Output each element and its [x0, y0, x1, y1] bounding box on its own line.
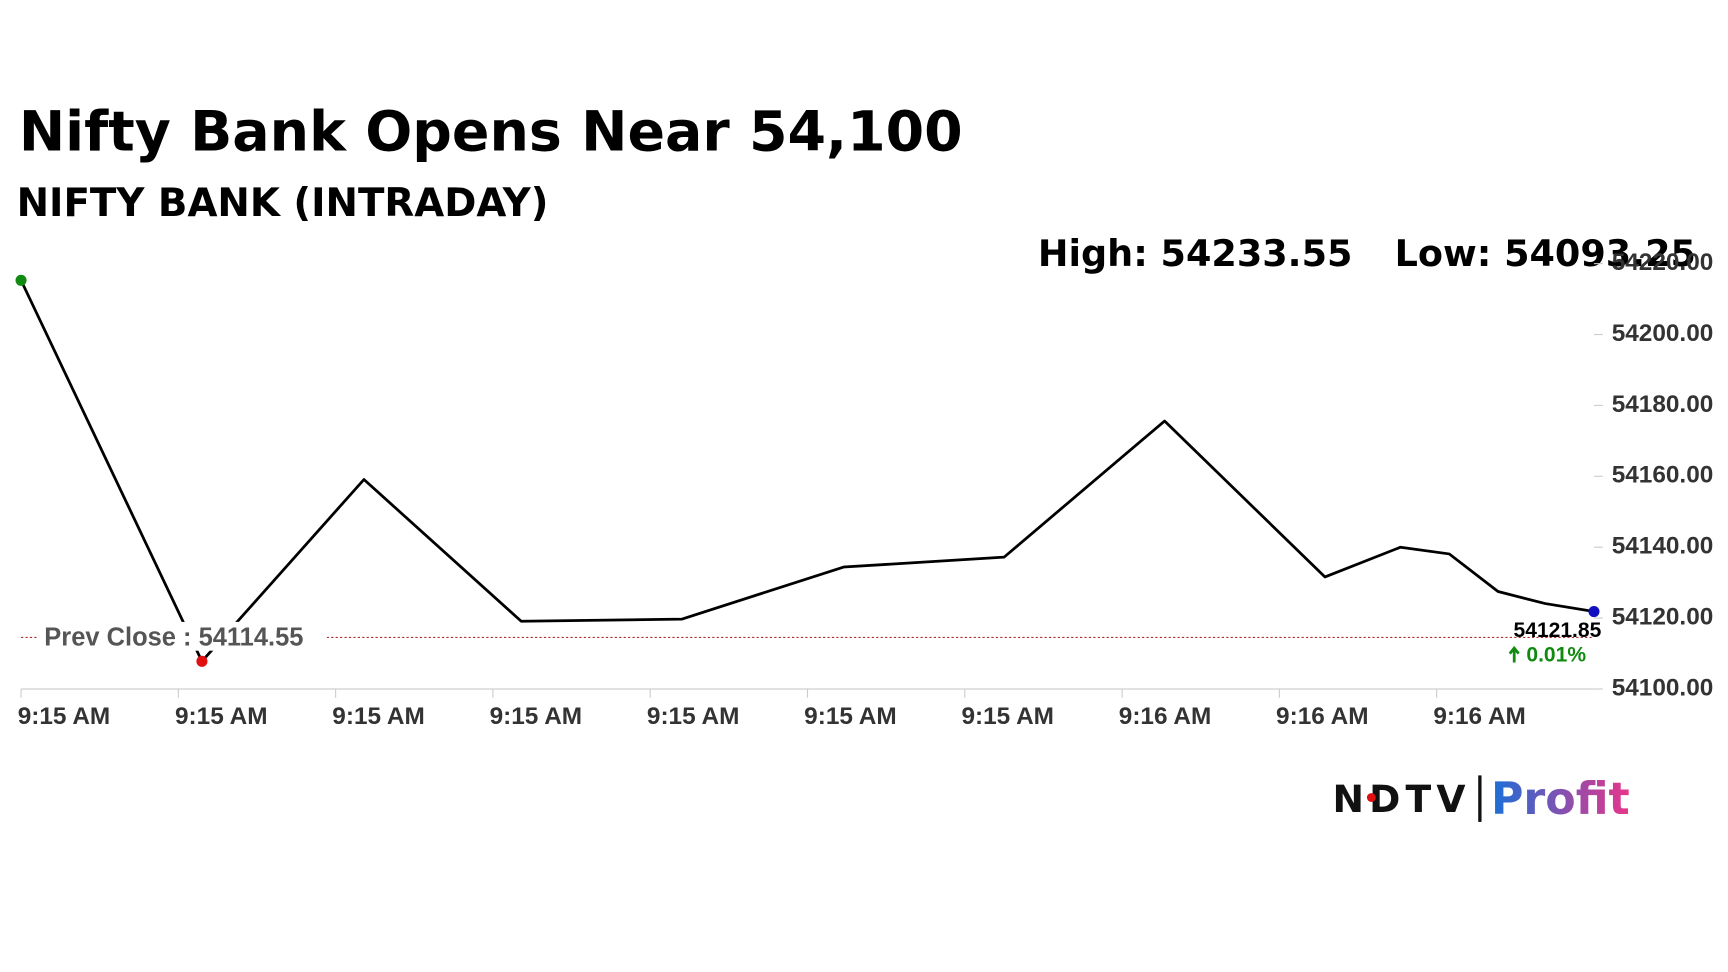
- series-line: [19, 279, 1595, 663]
- x-tick-label: 9:15 AM: [961, 703, 1054, 730]
- logo-ndtv: NDTV: [1333, 777, 1466, 821]
- y-tick-label: 54140.00: [1612, 533, 1714, 560]
- y-tick-label: 54200.00: [1612, 320, 1714, 347]
- low-label: Low: 54093.25: [1395, 232, 1696, 275]
- chart-title: Nifty Bank Opens Near 54,100: [19, 101, 963, 165]
- y-tick-label: 54100.00: [1612, 674, 1714, 701]
- high-label: High: 54233.55: [1038, 232, 1353, 275]
- logo-dot: [1366, 793, 1376, 802]
- prev-close-label: Prev Close : 54114.55: [44, 623, 303, 651]
- low-marker: [196, 655, 208, 667]
- change-arrow: [1508, 645, 1520, 663]
- x-tick-label: 9:16 AM: [1276, 703, 1369, 730]
- prev-close-bg: [36, 621, 327, 651]
- change-label: 0.01%: [1526, 643, 1586, 666]
- x-tick-label: 9:16 AM: [1433, 703, 1526, 730]
- y-tick-label: 54180.00: [1612, 391, 1714, 418]
- x-tick-label: 9:15 AM: [647, 703, 740, 730]
- x-tick-label: 9:15 AM: [804, 703, 897, 730]
- last-value-label: 54121.85: [1514, 619, 1602, 642]
- last-marker: [1588, 605, 1600, 618]
- x-tick-label: 9:15 AM: [490, 703, 583, 730]
- plot: 54100.00 54120.00 54140.00 54160.00 54180.00…: [15, 249, 1714, 730]
- logo: NDTV Profit: [1333, 774, 1630, 825]
- logo-profit: Profit: [1491, 774, 1630, 825]
- x-tick-label: 9:16 AM: [1119, 703, 1212, 730]
- y-tick-label: 54220.00: [1612, 249, 1714, 276]
- first-marker: [15, 274, 27, 286]
- x-tick-label: 9:15 AM: [18, 703, 111, 730]
- x-tick-label: 9:15 AM: [332, 703, 425, 730]
- y-tick-label: 54160.00: [1612, 462, 1714, 489]
- y-tick-label: 54120.00: [1612, 604, 1714, 631]
- chart-subtitle: NIFTY BANK (INTRADAY): [17, 181, 549, 226]
- x-tick-label: 9:15 AM: [175, 703, 268, 730]
